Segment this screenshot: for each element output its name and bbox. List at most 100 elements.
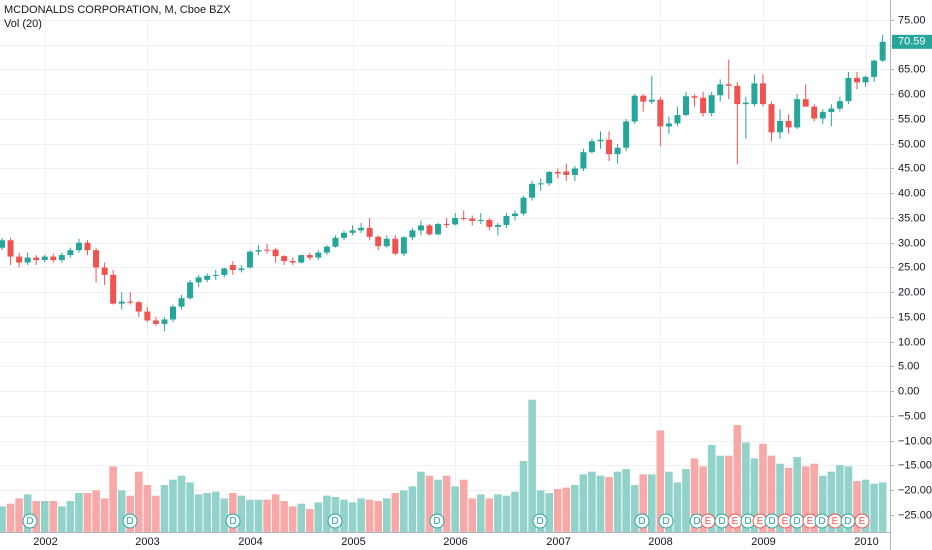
candle-body — [426, 225, 433, 235]
volume-bar — [92, 490, 100, 533]
y-tick-label: 45.00 — [898, 162, 926, 174]
y-tick-label: −15.00 — [898, 459, 932, 471]
event-label: D — [793, 516, 800, 527]
candle-body — [7, 240, 14, 257]
volume-bar — [699, 466, 707, 533]
candle-body — [845, 77, 852, 102]
candle-body — [41, 256, 48, 261]
volume-bar — [459, 479, 468, 533]
last-price-tag — [892, 34, 932, 49]
candle-body — [281, 256, 288, 262]
event-label: D — [744, 516, 751, 527]
candle-body — [640, 95, 647, 102]
volume-bar — [220, 498, 229, 533]
candle-body — [794, 99, 801, 128]
candle-body — [700, 97, 707, 114]
volume-bar — [229, 493, 237, 533]
volume-bar — [203, 493, 211, 533]
volume-bar — [186, 482, 194, 533]
volume-bar — [143, 485, 152, 533]
candle-body — [332, 237, 339, 247]
volume-bar — [767, 455, 776, 533]
candle-body — [246, 251, 253, 268]
volume-bar — [630, 485, 639, 533]
candle-body — [717, 84, 724, 96]
y-tick-label: −10.00 — [898, 435, 932, 447]
event-label: D — [536, 516, 543, 527]
volume-bar — [451, 486, 459, 533]
volume-bar — [400, 490, 408, 533]
candle-body — [229, 265, 236, 270]
volume-bar — [417, 471, 425, 533]
event-label: E — [757, 516, 764, 527]
candle-layer — [0, 34, 886, 332]
x-tick-label: 2005 — [341, 536, 365, 548]
candle-body — [315, 252, 322, 258]
candle-body — [0, 240, 5, 248]
volume-bar — [665, 471, 673, 533]
volume-bar — [357, 498, 365, 533]
candle-body — [836, 101, 843, 109]
event-marker — [22, 513, 38, 529]
volume-bar — [297, 503, 306, 533]
volume-bar — [288, 506, 297, 533]
y-tick-label: 40.00 — [898, 187, 926, 199]
event-label: E — [859, 516, 866, 527]
volume-bar — [83, 493, 92, 533]
y-tick-label: 75.00 — [898, 14, 926, 26]
volume-bar — [15, 498, 23, 533]
volume-bar — [844, 466, 853, 533]
x-tick-label: 2007 — [546, 536, 570, 548]
candle-body — [862, 76, 869, 83]
event-marker — [532, 513, 548, 529]
volume-bar — [391, 493, 400, 533]
candle-body — [529, 183, 536, 198]
event-label: D — [126, 516, 133, 527]
candle-body — [101, 267, 108, 275]
volume-bar — [836, 465, 844, 533]
candle-body — [443, 223, 450, 225]
candle-body — [674, 115, 681, 124]
event-label: D — [768, 516, 775, 527]
y-tick-label: 0.00 — [898, 385, 919, 397]
candle-body — [409, 230, 416, 238]
volume-bar — [365, 499, 374, 533]
volume-bar — [100, 498, 109, 533]
candle-body — [187, 282, 194, 299]
candle-body — [452, 217, 459, 225]
volume-bar — [246, 499, 254, 533]
y-tick-label: 25.00 — [898, 261, 926, 273]
event-label: D — [331, 516, 338, 527]
candle-body — [195, 277, 202, 283]
volume-bar — [75, 493, 83, 533]
candle-body — [93, 250, 100, 268]
event-label: D — [718, 516, 725, 527]
candle-body — [161, 319, 168, 324]
volume-bar — [519, 461, 528, 533]
candle-body — [110, 274, 117, 304]
candle-body — [494, 224, 501, 227]
volume-bar — [853, 481, 861, 533]
volume-bar — [690, 458, 699, 533]
volume-bar — [810, 463, 819, 533]
candle-body — [16, 256, 23, 263]
volume-bar — [784, 467, 793, 533]
volume-bar — [801, 466, 810, 533]
event-marker — [327, 513, 343, 529]
candle-body — [606, 139, 613, 155]
event-marker — [122, 513, 138, 529]
candle-body — [349, 230, 356, 233]
volume-bar — [545, 493, 553, 533]
y-tick-label: 55.00 — [898, 113, 926, 125]
volume-bar — [588, 471, 596, 533]
candle-body — [178, 298, 185, 307]
candle-body — [392, 238, 399, 254]
volume-bar — [348, 502, 357, 533]
x-tick-label: 2008 — [648, 536, 672, 548]
y-tick-label: −25.00 — [898, 509, 932, 521]
volume-bar — [605, 477, 613, 533]
candle-body — [383, 238, 390, 247]
candle-body — [289, 261, 296, 263]
